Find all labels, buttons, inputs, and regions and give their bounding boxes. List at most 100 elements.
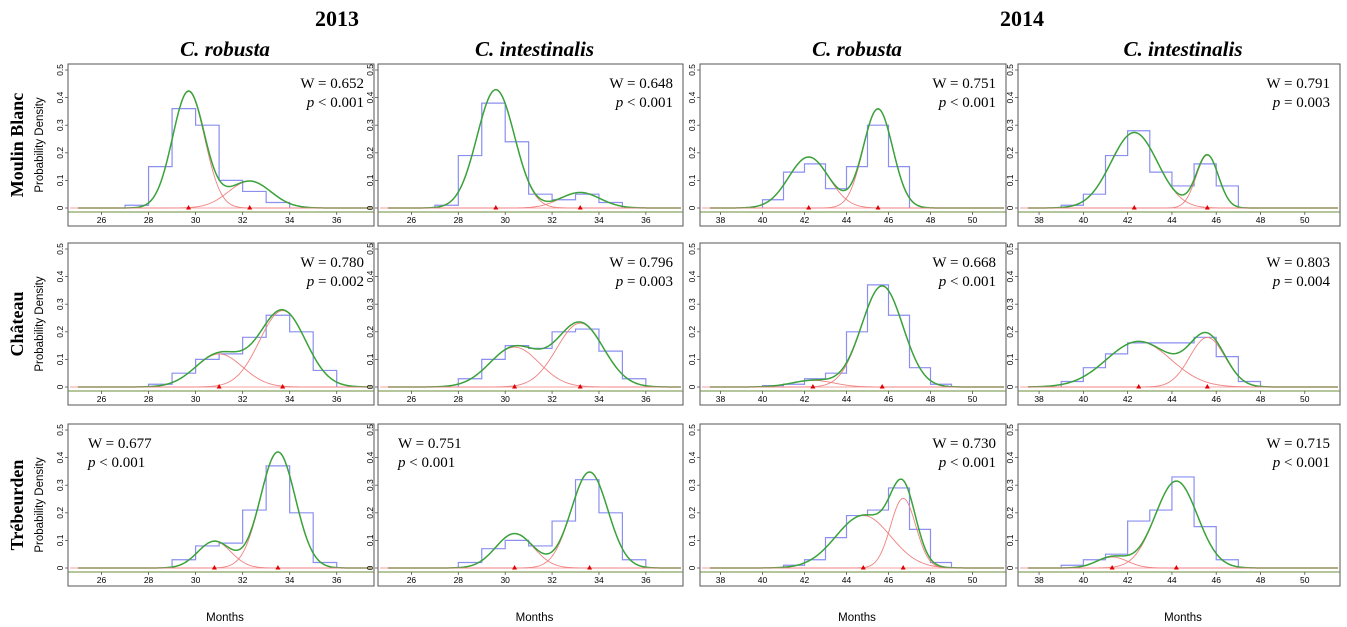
- y-tick-label: 0.3: [365, 119, 375, 131]
- x-tick-label: 28: [454, 215, 464, 225]
- x-tick-label: 38: [1034, 575, 1044, 585]
- x-tick-label: 36: [332, 394, 342, 404]
- y-tick-label: 0: [55, 384, 65, 389]
- p-value-text: = 0.003: [623, 274, 673, 290]
- y-tick-label: 0.4: [55, 91, 65, 103]
- y-tick-label: 0: [687, 565, 697, 570]
- y-tick-label: 0.5: [55, 64, 65, 76]
- species-column-title: C. intestinalis: [475, 37, 594, 61]
- component-mean-marker: [275, 565, 281, 570]
- y-tick-label: 0.3: [687, 119, 697, 131]
- y-tick-label: 0: [55, 205, 65, 210]
- y-tick-label: 0.5: [55, 243, 65, 255]
- x-tick-label: 28: [144, 215, 154, 225]
- x-tick-label: 28: [454, 394, 464, 404]
- y-tick-label: 0.1: [1005, 174, 1015, 186]
- x-tick-label: 34: [594, 575, 604, 585]
- panel-frame: [699, 242, 1007, 406]
- x-tick-label: 32: [238, 215, 248, 225]
- p-value-text: = 0.004: [1280, 274, 1330, 290]
- x-tick-label: 46: [1211, 215, 1221, 225]
- y-tick-label: 0.2: [365, 507, 375, 519]
- component-mean-marker: [810, 384, 816, 389]
- x-tick-label: 32: [238, 394, 248, 404]
- y-tick-label: 0.2: [1005, 507, 1015, 519]
- x-tick-label: 30: [191, 575, 201, 585]
- x-tick-label: 40: [758, 215, 768, 225]
- panel-ch-2013-rob: 0 0.1 0.2 0.3 0.4 0.5 26 28 30 32 34 36 W = 0.780 p =…: [55, 242, 375, 406]
- site-row-label: Château: [7, 291, 27, 356]
- y-tick-label: 0.2: [687, 326, 697, 338]
- x-tick-label: 40: [1079, 575, 1089, 585]
- component-mean-marker: [1204, 205, 1210, 210]
- y-tick-label: 0.4: [1005, 270, 1015, 282]
- y-tick-label: 0.1: [55, 353, 65, 365]
- x-tick-label: 50: [1300, 215, 1310, 225]
- panel-mb-2013-int: 0 0.1 0.2 0.3 0.4 0.5 26 28 30 32 34 36 W = 0.648 p <…: [365, 63, 684, 227]
- p-value: p = 0.003: [1272, 95, 1330, 111]
- y-tick-label: 0.4: [365, 91, 375, 103]
- w-statistic: W = 0.751: [932, 76, 996, 92]
- y-tick-label: 0: [365, 384, 375, 389]
- y-tick-label: 0.5: [687, 243, 697, 255]
- w-statistic: W = 0.780: [300, 255, 364, 271]
- panel-mb-2013-rob: 0 0.1 0.2 0.3 0.4 0.5 26 28 30 32 34 36 W = 0.652 p <…: [55, 63, 375, 227]
- y-tick-label: 0.3: [1005, 119, 1015, 131]
- x-tick-label: 34: [285, 575, 295, 585]
- y-tick-label: 0.5: [55, 424, 65, 436]
- component-mean-marker: [875, 205, 881, 210]
- x-tick-label: 30: [191, 394, 201, 404]
- w-statistic: W = 0.751: [398, 436, 462, 452]
- x-tick-label: 26: [407, 394, 417, 404]
- panel-mb-2014-int: 0 0.1 0.2 0.3 0.4 0.5 38 40 42 44 46 48 50 W = 0.791 p…: [1005, 63, 1341, 227]
- histogram-bars: [782, 487, 953, 568]
- y-tick-label: 0.4: [687, 451, 697, 463]
- x-tick-label: 32: [547, 575, 557, 585]
- y-tick-label: 0.2: [55, 326, 65, 338]
- panel-ch-2013-int: 0 0.1 0.2 0.3 0.4 0.5 26 28 30 32 34 36 W = 0.796 p =…: [365, 242, 684, 406]
- x-tick-label: 44: [1167, 575, 1177, 585]
- y-tick-label: 0.5: [365, 424, 375, 436]
- x-tick-label: 44: [842, 215, 852, 225]
- p-value-text: < 0.001: [406, 455, 456, 471]
- p-value: p < 0.001: [1272, 455, 1330, 471]
- histogram-panels: 0 0.1 0.2 0.3 0.4 0.5 26 28 30 32 34 36 W = 0.652 p <…: [55, 63, 1341, 587]
- x-tick-label: 44: [1167, 394, 1177, 404]
- p-value-text: < 0.001: [946, 95, 996, 111]
- component-mean-marker: [280, 384, 286, 389]
- x-tick-label: 42: [800, 575, 810, 585]
- y-axis-label: Probability Density: [34, 457, 46, 552]
- y-tick-label: 0.2: [55, 507, 65, 519]
- component-mean-marker: [1204, 384, 1210, 389]
- y-tick-label: 0.1: [365, 534, 375, 546]
- x-tick-label: 38: [716, 394, 726, 404]
- y-tick-label: 0.5: [1005, 64, 1015, 76]
- x-tick-label: 50: [1300, 575, 1310, 585]
- p-symbol: p: [938, 455, 947, 471]
- component-mean-marker: [247, 205, 253, 210]
- y-tick-label: 0.3: [365, 298, 375, 310]
- x-tick-label: 26: [407, 215, 417, 225]
- x-tick-label: 30: [500, 394, 510, 404]
- panel-tr-2014-rob: 0 0.1 0.2 0.3 0.4 0.5 38 40 42 44 46 48 50 W = 0.730 p…: [687, 423, 1007, 587]
- y-tick-label: 0.3: [1005, 298, 1015, 310]
- x-tick-label: 40: [1079, 215, 1089, 225]
- year-title-2013: 2013: [315, 6, 359, 31]
- p-value: p = 0.004: [1272, 274, 1331, 290]
- component-mean-marker: [1109, 565, 1115, 570]
- panel-frame: [1017, 423, 1341, 587]
- x-tick-label: 40: [758, 575, 768, 585]
- x-tick-label: 42: [800, 215, 810, 225]
- y-tick-label: 0.1: [687, 174, 697, 186]
- histogram-bars: [457, 479, 647, 568]
- x-tick-label: 38: [716, 215, 726, 225]
- x-tick-label: 46: [1211, 575, 1221, 585]
- y-tick-label: 0.5: [1005, 243, 1015, 255]
- component-mean-marker: [587, 565, 593, 570]
- histogram-bars: [124, 108, 291, 208]
- x-tick-label: 34: [594, 215, 604, 225]
- figure-headers: 2013 2014 C. robusta C. intestinalis C. robu…: [7, 6, 1243, 624]
- y-tick-label: 0: [55, 565, 65, 570]
- y-tick-label: 0: [365, 565, 375, 570]
